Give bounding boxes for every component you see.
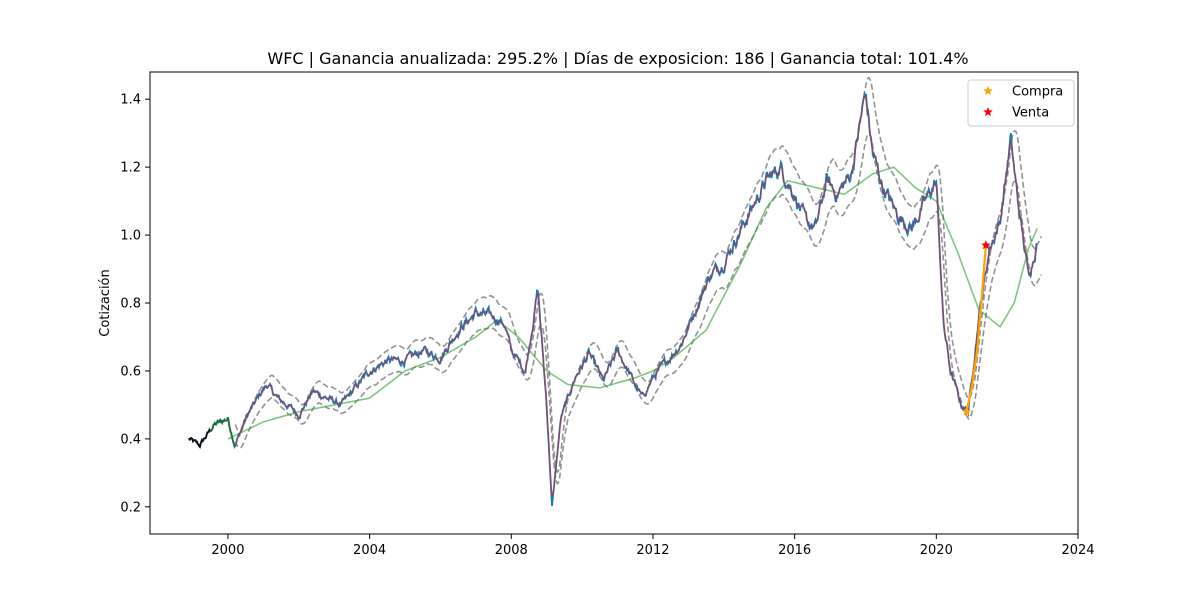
- y-tick-label: 0.4: [120, 432, 141, 447]
- sell-signal-marker: [981, 240, 991, 250]
- early-black-line: [188, 427, 211, 449]
- x-tick-label: 2000: [211, 543, 244, 558]
- x-tick-label: 2020: [920, 543, 953, 558]
- fast-ma-line: [234, 95, 1038, 497]
- x-tick-label: 2012: [636, 543, 669, 558]
- lower-band-line: [234, 132, 1042, 485]
- legend-label-venta: Venta: [1012, 106, 1049, 121]
- x-tick-label: 2016: [778, 543, 811, 558]
- y-tick-label: 0.2: [120, 500, 141, 515]
- plot-series: [188, 76, 1042, 507]
- axes-ticks: 2000 2004 2008 2012 2016 2020 2024 0.2 0.4 0.6 0.8…: [120, 93, 1094, 558]
- y-axis-label: Cotización: [98, 269, 113, 336]
- legend: Compra Venta: [967, 79, 1075, 127]
- y-tick-label: 1.4: [120, 93, 141, 108]
- legend-label-compra: Compra: [1012, 85, 1063, 100]
- legend-box: [967, 79, 1075, 127]
- y-tick-label: 1.0: [120, 229, 141, 244]
- legend-marker-compra: [983, 86, 993, 95]
- x-tick-label: 2008: [495, 543, 528, 558]
- buy-signal-marker: [961, 406, 972, 416]
- y-tick-label: 0.8: [120, 297, 141, 312]
- legend-marker-venta: [983, 107, 993, 116]
- y-tick-label: 1.2: [120, 161, 141, 176]
- plot-frame: [149, 71, 1079, 535]
- hold-segment-line: [965, 245, 987, 412]
- x-tick-label: 2004: [353, 543, 386, 558]
- x-tick-label: 2024: [1061, 543, 1094, 558]
- upper-band-line: [234, 76, 1042, 474]
- chart-title: WFC | Ganancia anualizada: 295.2% | Días…: [267, 49, 968, 68]
- y-tick-label: 0.6: [120, 364, 141, 379]
- early-segment-line: [210, 417, 236, 448]
